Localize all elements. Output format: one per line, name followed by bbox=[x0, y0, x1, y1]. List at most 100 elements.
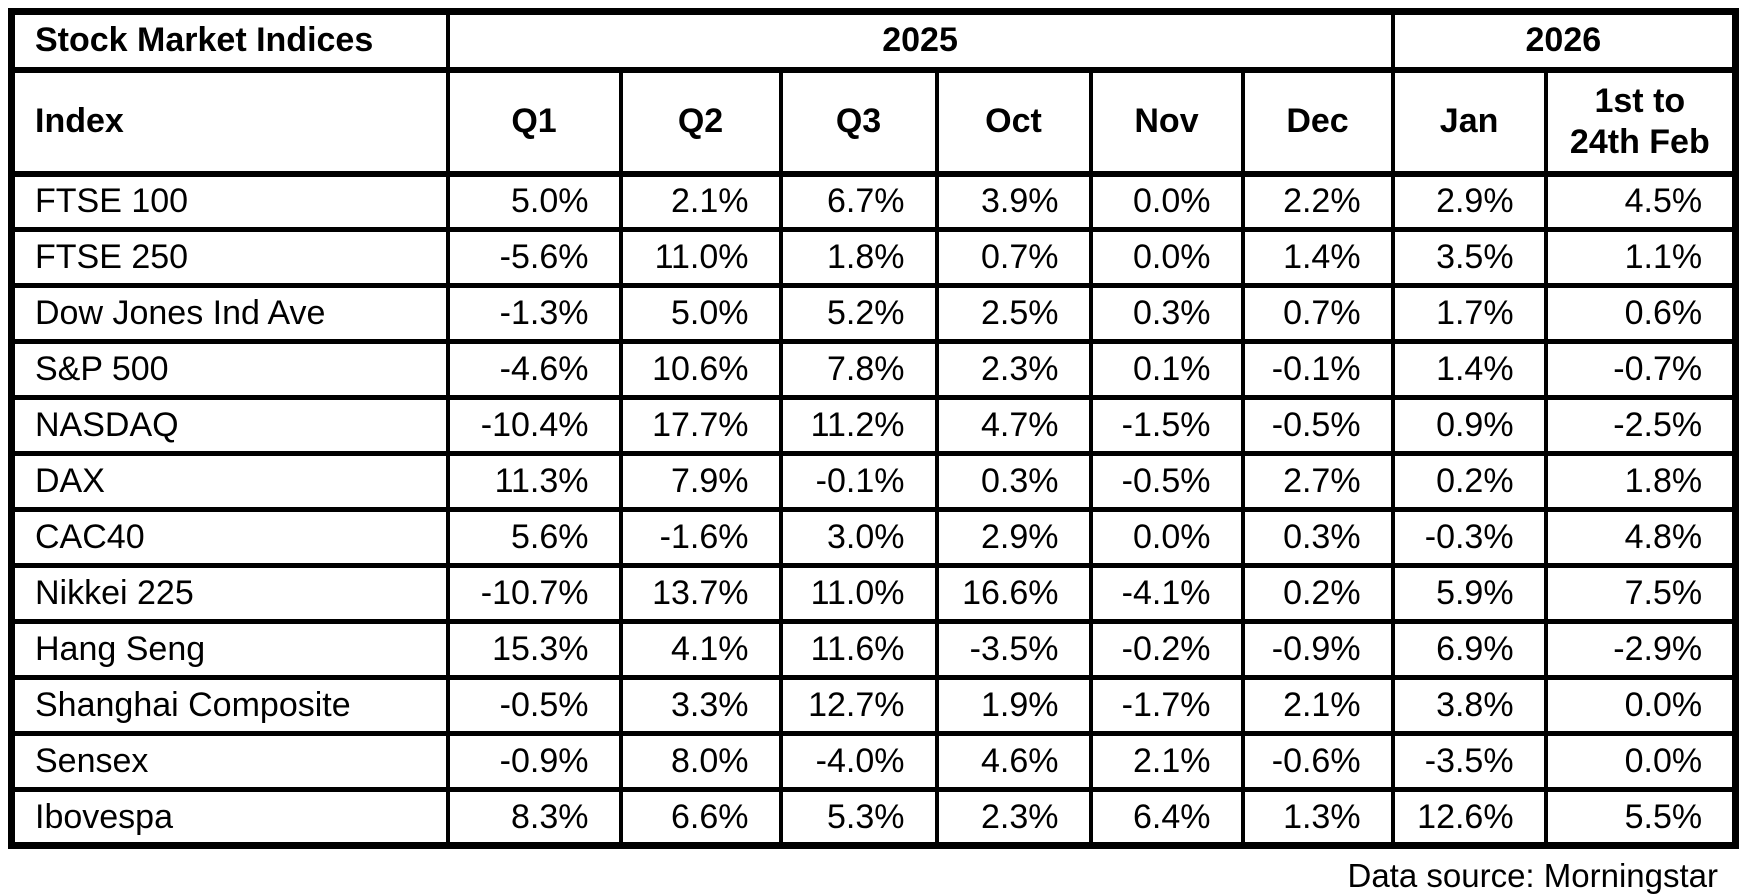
row-index-label: S&P 500 bbox=[9, 339, 450, 400]
row-index-label: FTSE 100 bbox=[9, 171, 450, 232]
cell-value: -5.6% bbox=[445, 227, 623, 288]
cell-value: 0.0% bbox=[1543, 675, 1738, 736]
table-row-shanghai: Shanghai Composite -0.5% 3.3% 12.7% 1.9%… bbox=[9, 675, 1738, 736]
cell-value: 5.3% bbox=[778, 787, 939, 848]
cell-value: 1.4% bbox=[1240, 227, 1395, 288]
cell-value: -0.5% bbox=[1088, 451, 1245, 512]
row-index-label: CAC40 bbox=[9, 507, 450, 568]
cell-value: 7.9% bbox=[618, 451, 783, 512]
cell-value: 11.6% bbox=[778, 619, 939, 680]
cell-value: 4.1% bbox=[618, 619, 783, 680]
table-row-dowjones: Dow Jones Ind Ave -1.3% 5.0% 5.2% 2.5% 0… bbox=[9, 283, 1738, 344]
table-title: Stock Market Indices bbox=[9, 9, 450, 73]
column-header-jan: Jan bbox=[1390, 66, 1548, 177]
cell-value: 5.6% bbox=[445, 507, 623, 568]
cell-value: 0.7% bbox=[934, 227, 1093, 288]
cell-value: 0.7% bbox=[1240, 283, 1395, 344]
cell-value: 0.6% bbox=[1543, 283, 1738, 344]
cell-value: 0.2% bbox=[1390, 451, 1548, 512]
cell-value: 3.3% bbox=[618, 675, 783, 736]
cell-value: 0.0% bbox=[1088, 227, 1245, 288]
cell-value: -1.7% bbox=[1088, 675, 1245, 736]
cell-value: 4.7% bbox=[934, 395, 1093, 456]
cell-value: -10.4% bbox=[445, 395, 623, 456]
cell-value: 4.5% bbox=[1543, 171, 1738, 232]
cell-value: -0.5% bbox=[1240, 395, 1395, 456]
cell-value: -0.1% bbox=[778, 451, 939, 512]
cell-value: 1.9% bbox=[934, 675, 1093, 736]
cell-value: 0.3% bbox=[1088, 283, 1245, 344]
cell-value: 6.4% bbox=[1088, 787, 1245, 848]
year-header-2025: 2025 bbox=[445, 9, 1395, 73]
cell-value: -3.5% bbox=[934, 619, 1093, 680]
column-header-nov: Nov bbox=[1088, 66, 1245, 177]
column-header-q1: Q1 bbox=[445, 66, 623, 177]
cell-value: 5.0% bbox=[618, 283, 783, 344]
cell-value: 4.6% bbox=[934, 731, 1093, 792]
cell-value: 5.5% bbox=[1543, 787, 1738, 848]
cell-value: 11.0% bbox=[778, 563, 939, 624]
cell-value: -4.1% bbox=[1088, 563, 1245, 624]
row-index-label: Shanghai Composite bbox=[9, 675, 450, 736]
cell-value: 3.9% bbox=[934, 171, 1093, 232]
cell-value: 2.9% bbox=[1390, 171, 1548, 232]
cell-value: 0.3% bbox=[1240, 507, 1395, 568]
row-index-label: Sensex bbox=[9, 731, 450, 792]
table-row-ftse250: FTSE 250 -5.6% 11.0% 1.8% 0.7% 0.0% 1.4%… bbox=[9, 227, 1738, 288]
cell-value: 0.9% bbox=[1390, 395, 1548, 456]
table-row-sp500: S&P 500 -4.6% 10.6% 7.8% 2.3% 0.1% -0.1%… bbox=[9, 339, 1738, 400]
cell-value: -10.7% bbox=[445, 563, 623, 624]
cell-value: 8.3% bbox=[445, 787, 623, 848]
cell-value: -0.3% bbox=[1390, 507, 1548, 568]
column-header-q2: Q2 bbox=[618, 66, 783, 177]
column-header-dec: Dec bbox=[1240, 66, 1395, 177]
table-row-sensex: Sensex -0.9% 8.0% -4.0% 4.6% 2.1% -0.6% … bbox=[9, 731, 1738, 792]
cell-value: -3.5% bbox=[1390, 731, 1548, 792]
cell-value: 6.9% bbox=[1390, 619, 1548, 680]
table-row-nasdaq: NASDAQ -10.4% 17.7% 11.2% 4.7% -1.5% -0.… bbox=[9, 395, 1738, 456]
cell-value: 6.6% bbox=[618, 787, 783, 848]
table-row-cac40: CAC40 5.6% -1.6% 3.0% 2.9% 0.0% 0.3% -0.… bbox=[9, 507, 1738, 568]
table-row-dax: DAX 11.3% 7.9% -0.1% 0.3% -0.5% 2.7% 0.2… bbox=[9, 451, 1738, 512]
cell-value: -0.9% bbox=[445, 731, 623, 792]
cell-value: 2.3% bbox=[934, 339, 1093, 400]
row-index-label: Dow Jones Ind Ave bbox=[9, 283, 450, 344]
cell-value: 13.7% bbox=[618, 563, 783, 624]
data-source-caption: Data source: Morningstar bbox=[1347, 857, 1719, 894]
cell-value: 1.3% bbox=[1240, 787, 1395, 848]
cell-value: -0.6% bbox=[1240, 731, 1395, 792]
cell-value: 11.3% bbox=[445, 451, 623, 512]
cell-value: 0.0% bbox=[1543, 731, 1738, 792]
cell-value: 1.8% bbox=[1543, 451, 1738, 512]
row-index-label: Hang Seng bbox=[9, 619, 450, 680]
cell-value: -1.3% bbox=[445, 283, 623, 344]
cell-value: 10.6% bbox=[618, 339, 783, 400]
cell-value: 3.8% bbox=[1390, 675, 1548, 736]
cell-value: -0.9% bbox=[1240, 619, 1395, 680]
cell-value: 0.0% bbox=[1088, 507, 1245, 568]
cell-value: -4.6% bbox=[445, 339, 623, 400]
cell-value: 0.1% bbox=[1088, 339, 1245, 400]
stock-indices-table: Stock Market Indices 2025 2026 Index Q1 … bbox=[8, 8, 1740, 849]
row-index-label: NASDAQ bbox=[9, 395, 450, 456]
table-header-period-row: Index Q1 Q2 Q3 Oct Nov Dec Jan 1st to 24… bbox=[9, 66, 1738, 177]
cell-value: -1.6% bbox=[618, 507, 783, 568]
cell-value: 2.5% bbox=[934, 283, 1093, 344]
cell-value: 16.6% bbox=[934, 563, 1093, 624]
cell-value: 5.0% bbox=[445, 171, 623, 232]
column-header-q3: Q3 bbox=[778, 66, 939, 177]
cell-value: 2.1% bbox=[1240, 675, 1395, 736]
index-column-header: Index bbox=[9, 66, 450, 177]
cell-value: -1.5% bbox=[1088, 395, 1245, 456]
row-index-label: Ibovespa bbox=[9, 787, 450, 848]
cell-value: 2.7% bbox=[1240, 451, 1395, 512]
cell-value: 15.3% bbox=[445, 619, 623, 680]
cell-value: 3.5% bbox=[1390, 227, 1548, 288]
cell-value: 7.8% bbox=[778, 339, 939, 400]
cell-value: 0.2% bbox=[1240, 563, 1395, 624]
cell-value: -2.5% bbox=[1543, 395, 1738, 456]
cell-value: 1.8% bbox=[778, 227, 939, 288]
table-row-ibovespa: Ibovespa 8.3% 6.6% 5.3% 2.3% 6.4% 1.3% 1… bbox=[9, 787, 1738, 848]
cell-value: 4.8% bbox=[1543, 507, 1738, 568]
